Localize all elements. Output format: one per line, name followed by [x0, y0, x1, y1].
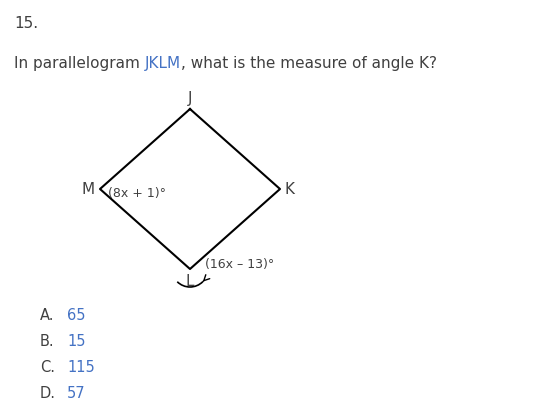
Text: A.: A.: [40, 307, 55, 322]
Text: In parallelogram: In parallelogram: [14, 56, 145, 71]
Text: 57: 57: [67, 385, 86, 400]
Text: , what is the measure of angle K?: , what is the measure of angle K?: [181, 56, 437, 71]
Text: (16x – 13)°: (16x – 13)°: [205, 258, 274, 271]
Text: 15.: 15.: [14, 16, 38, 31]
Text: C.: C.: [40, 359, 55, 374]
Text: (8x + 1)°: (8x + 1)°: [108, 187, 166, 200]
Text: D.: D.: [40, 385, 56, 400]
Text: B.: B.: [40, 333, 55, 348]
Text: 115: 115: [67, 359, 95, 374]
Text: L: L: [186, 273, 194, 288]
Text: 15: 15: [67, 333, 86, 348]
Text: 65: 65: [67, 307, 86, 322]
Text: JKLM: JKLM: [145, 56, 181, 71]
Text: M: M: [82, 182, 95, 197]
Text: J: J: [188, 91, 192, 106]
Text: K: K: [285, 182, 295, 197]
